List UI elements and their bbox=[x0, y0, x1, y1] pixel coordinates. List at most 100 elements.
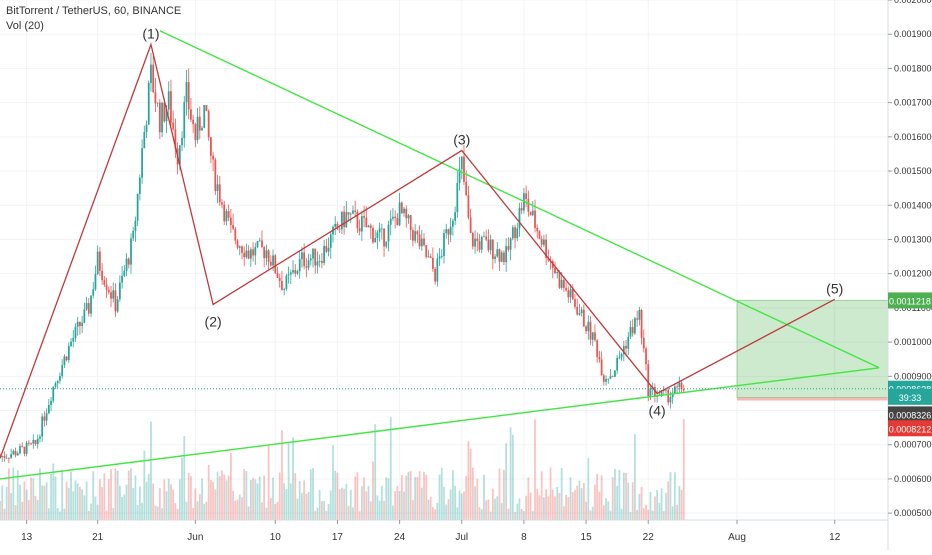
price-tag-label: 0.0008212 bbox=[889, 424, 932, 434]
volume-bar bbox=[627, 482, 630, 520]
volume-bar bbox=[201, 478, 203, 520]
volume-bar bbox=[582, 482, 585, 520]
candle-body bbox=[636, 318, 639, 320]
volume-bar bbox=[396, 485, 399, 520]
candle-body bbox=[660, 390, 663, 395]
volume-bar bbox=[118, 485, 121, 520]
candle-body bbox=[574, 299, 576, 307]
candle-body bbox=[81, 322, 84, 327]
candle-body bbox=[360, 216, 363, 232]
stop-zone bbox=[737, 397, 888, 401]
volume-bar bbox=[65, 481, 68, 520]
volume-bar bbox=[523, 511, 525, 520]
volume-bar bbox=[63, 508, 66, 520]
volume-bar bbox=[203, 503, 206, 520]
volume-bar bbox=[263, 475, 266, 520]
volume-bar bbox=[103, 473, 106, 520]
volume-bar bbox=[549, 467, 552, 520]
volume-bar bbox=[483, 474, 485, 520]
candle-body bbox=[34, 440, 37, 445]
volume-bar bbox=[261, 502, 263, 520]
volume-bar bbox=[347, 505, 350, 520]
candle-body bbox=[491, 239, 494, 259]
candle-body bbox=[587, 321, 590, 332]
candle-body bbox=[558, 271, 561, 288]
volume-bar bbox=[132, 487, 135, 520]
volume-bar bbox=[662, 511, 665, 520]
volume-bar bbox=[334, 470, 337, 520]
candle-body bbox=[316, 261, 319, 266]
volume-bar bbox=[110, 469, 112, 520]
candle-body bbox=[238, 246, 241, 248]
volume-bar bbox=[229, 453, 232, 520]
candle-body bbox=[620, 354, 623, 358]
volume-bar bbox=[527, 477, 530, 520]
volume-bar bbox=[298, 480, 301, 520]
price-tag: 0.0008326 bbox=[888, 406, 932, 423]
candle-body bbox=[340, 211, 343, 230]
volume-bar bbox=[190, 476, 192, 520]
volume-bar bbox=[36, 499, 39, 520]
candle-body bbox=[407, 215, 410, 219]
candle-body bbox=[161, 102, 163, 133]
candle-body bbox=[141, 148, 143, 178]
volume-bar bbox=[436, 502, 439, 520]
volume-bar bbox=[609, 510, 612, 520]
candle-body bbox=[281, 280, 283, 290]
volume-bar bbox=[287, 443, 290, 520]
candle-body bbox=[103, 280, 106, 285]
volume-bar bbox=[16, 470, 19, 520]
volume-bar bbox=[516, 503, 519, 520]
volume-bar bbox=[312, 468, 314, 520]
volume-bar bbox=[114, 468, 117, 520]
volume-bar bbox=[511, 434, 514, 520]
candle-body bbox=[292, 270, 294, 273]
candle-body bbox=[16, 453, 19, 456]
candle-body bbox=[469, 217, 472, 233]
volume-bar bbox=[416, 477, 419, 520]
candle-body bbox=[647, 364, 650, 397]
symbol-label[interactable]: BitTorrent / TetherUS, 60, BINANCE bbox=[6, 5, 182, 17]
candle-body bbox=[167, 91, 170, 110]
trendline bbox=[0, 367, 880, 480]
volume-bar bbox=[565, 495, 567, 520]
candle-body bbox=[669, 397, 672, 403]
candle-body bbox=[480, 236, 483, 250]
candle-body bbox=[285, 275, 288, 289]
volume-bar bbox=[294, 473, 297, 520]
volume-bar bbox=[303, 480, 306, 520]
x-tick-label: 13 bbox=[21, 532, 33, 543]
price-tag-bg bbox=[888, 420, 932, 437]
volume-bar bbox=[642, 508, 645, 520]
volume-bar bbox=[292, 437, 294, 520]
candle-body bbox=[478, 241, 481, 250]
volume-bar bbox=[489, 511, 492, 520]
candle-body bbox=[190, 109, 192, 120]
volume-bar bbox=[503, 469, 505, 520]
candle-body bbox=[198, 116, 201, 131]
volume-bar bbox=[225, 480, 228, 520]
volume-bar bbox=[631, 482, 634, 520]
volume-bar bbox=[178, 479, 181, 520]
candle-body bbox=[36, 438, 39, 445]
candle-body bbox=[591, 332, 594, 340]
volume-bar bbox=[354, 476, 357, 520]
candle-body bbox=[110, 292, 112, 299]
candle-body bbox=[487, 239, 490, 251]
candle-body bbox=[678, 382, 681, 388]
volume-bar bbox=[212, 482, 215, 520]
volume-label[interactable]: Vol (20) bbox=[6, 20, 44, 32]
candle-body bbox=[107, 289, 110, 293]
candle-body bbox=[503, 252, 505, 263]
candle-body bbox=[138, 177, 141, 195]
candle-body bbox=[347, 212, 350, 215]
volume-bar bbox=[427, 499, 430, 520]
volume-bar bbox=[509, 427, 512, 520]
candle-body bbox=[181, 138, 183, 146]
volume-bar bbox=[640, 486, 643, 520]
volume-bar bbox=[274, 503, 277, 520]
candle-body bbox=[50, 400, 52, 405]
